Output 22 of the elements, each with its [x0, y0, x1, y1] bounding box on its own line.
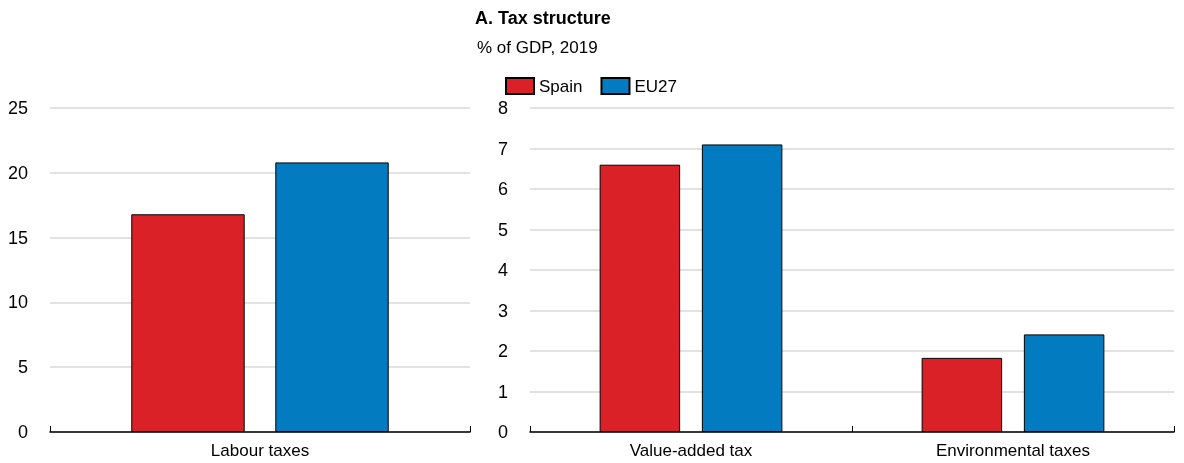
y-tick-label: 7: [497, 138, 508, 159]
y-tick-label: 6: [497, 179, 508, 199]
y-tick-label: 20: [7, 162, 28, 183]
x-tick-label: Labour taxes: [210, 441, 310, 460]
y-tick-label: 5: [497, 219, 508, 240]
x-tick-label: Environmental taxes: [935, 441, 1091, 460]
y-tick-label: 25: [7, 98, 28, 118]
legend-label: Spain: [539, 76, 583, 96]
y-tick-label: 2: [497, 341, 508, 361]
y-tick-label: 1: [497, 381, 508, 402]
y-tick-label: 15: [7, 227, 28, 248]
x-tick-label: Value-added tax: [629, 441, 753, 460]
y-tick-label: 3: [497, 300, 508, 321]
y-tick-label: 0: [497, 422, 508, 442]
y-tick-label: 10: [7, 292, 28, 313]
y-tick-label: 8: [497, 98, 508, 118]
legend-label: EU27: [634, 76, 678, 96]
chart-subtitle: % of GDP, 2019: [477, 38, 598, 57]
chart-title: A. Tax structure: [475, 8, 611, 28]
y-tick-label: 5: [17, 357, 28, 378]
y-tick-label: 0: [17, 422, 28, 442]
y-tick-label: 4: [497, 260, 508, 280]
